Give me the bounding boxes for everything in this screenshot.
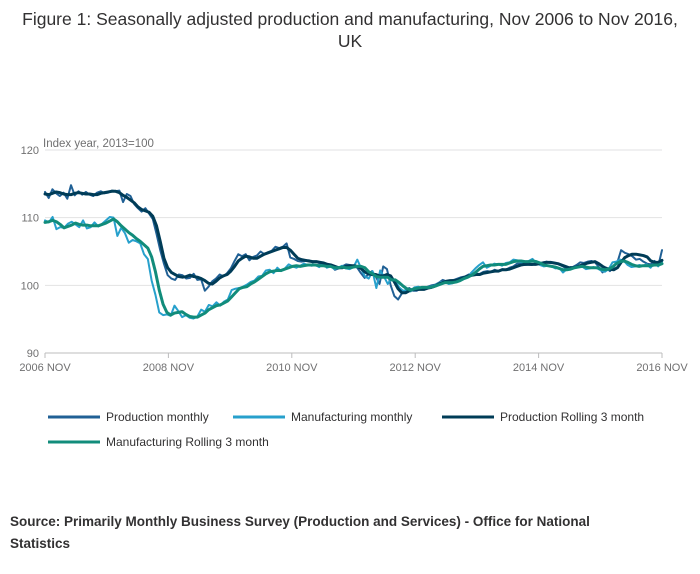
x-tick-label: 2014 NOV bbox=[513, 362, 565, 374]
y-tick-label: 90 bbox=[27, 348, 39, 360]
x-tick-label: 2016 NOV bbox=[636, 362, 688, 374]
legend-item: Manufacturing monthly bbox=[233, 410, 412, 424]
legend-label: Production Rolling 3 month bbox=[500, 410, 644, 424]
source-note: Source: Primarily Monthly Business Surve… bbox=[10, 514, 590, 551]
axes: 90 100 110 120 2006 NOV 2008 NOV 2010 NOV 2012 … bbox=[19, 145, 688, 374]
x-tick-label: 2006 NOV bbox=[19, 362, 71, 374]
legend-label: Production monthly bbox=[106, 410, 209, 424]
legend-item: Production Rolling 3 month bbox=[442, 410, 644, 424]
y-tick-label: 110 bbox=[21, 213, 39, 225]
gridlines bbox=[45, 149, 662, 354]
y-tick-label: 120 bbox=[21, 145, 39, 157]
legend-label: Manufacturing monthly bbox=[291, 410, 412, 424]
y-tick-label: 100 bbox=[21, 280, 39, 292]
legend-item: Production monthly bbox=[48, 410, 209, 424]
x-tick-label: 2010 NOV bbox=[266, 362, 318, 374]
legend: Production monthly Manufacturing monthly P… bbox=[48, 410, 644, 449]
legend-label: Manufacturing Rolling 3 month bbox=[106, 435, 269, 449]
x-tick-label: 2012 NOV bbox=[390, 362, 442, 374]
series-lines bbox=[43, 184, 664, 320]
x-tick-label: 2008 NOV bbox=[143, 362, 195, 374]
chart-title: Figure 1: Seasonally adjusted production… bbox=[22, 9, 678, 51]
series-line-manufacturing-rolling-3-month bbox=[43, 217, 664, 319]
y-axis-label: Index year, 2013=100 bbox=[43, 138, 154, 150]
legend-item: Manufacturing Rolling 3 month bbox=[48, 435, 269, 449]
